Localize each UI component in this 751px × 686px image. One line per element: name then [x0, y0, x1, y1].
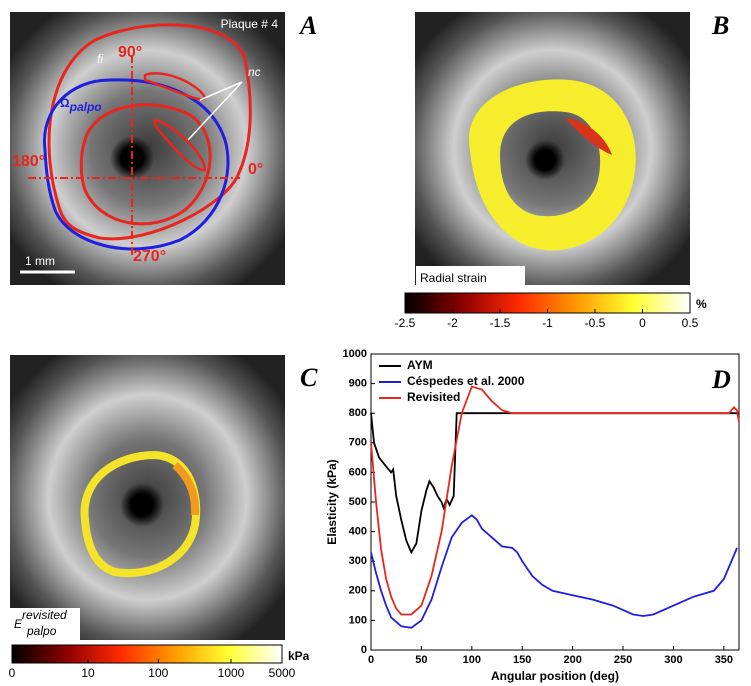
colorbar-tick-label: -2.5 — [395, 316, 416, 330]
y-tick-label: 1000 — [343, 348, 367, 360]
label-omega: Ωpalpo — [60, 96, 102, 114]
label-nc: nc — [248, 65, 261, 79]
panel-b-label: Radial strain — [420, 271, 487, 285]
colorbar-tick-label: -2 — [447, 316, 458, 330]
colorbar-tick-label: 5000 — [269, 666, 296, 680]
plaque-title: Plaque # 4 — [221, 17, 279, 31]
y-tick-label: 800 — [349, 407, 367, 419]
x-tick-label: 250 — [614, 654, 632, 666]
label-box — [416, 266, 525, 290]
y-tick-label: 100 — [349, 614, 367, 626]
colorbar-tick-label: 0 — [639, 316, 646, 330]
x-tick-label: 0 — [368, 654, 374, 666]
strain-hotspot — [565, 118, 612, 155]
y-tick-label: 400 — [349, 526, 367, 538]
label-fi: fi — [97, 52, 103, 66]
colorbar-tick-label: 100 — [148, 666, 168, 680]
colorbar — [11, 644, 283, 664]
legend-label: Céspedes et al. 2000 — [407, 374, 525, 388]
contour-lumen — [79, 103, 212, 226]
x-axis-label: Angular position (deg) — [491, 669, 619, 683]
series-line — [370, 514, 738, 629]
colorbar-unit: % — [696, 297, 707, 311]
arrow — [199, 81, 243, 101]
omega: Ω — [60, 96, 70, 110]
series-line — [370, 412, 739, 555]
y-tick-label: 300 — [349, 555, 367, 567]
y-tick-label: 200 — [349, 585, 367, 597]
label-box — [10, 608, 80, 640]
contour-fi — [47, 23, 252, 241]
angle-label: 0° — [248, 161, 263, 178]
x-tick-label: 350 — [715, 654, 733, 666]
angle-label: 180° — [12, 153, 45, 170]
panel-c-label: Erevisited palpo — [14, 608, 67, 638]
omega-sub: palpo — [69, 100, 102, 114]
e: E — [14, 617, 23, 631]
y-tick-label: 900 — [349, 378, 367, 390]
strain-map — [468, 79, 636, 251]
colorbar-tick-label: 0.5 — [682, 316, 699, 330]
y-tick-label: 600 — [349, 466, 367, 478]
e-sup: revisited — [22, 608, 67, 622]
colorbar-tick-label: -0.5 — [585, 316, 606, 330]
panel-c: Erevisited palpo C — [10, 355, 318, 640]
x-tick-label: 200 — [563, 654, 581, 666]
series-line — [370, 385, 740, 616]
x-tick-label: 150 — [513, 654, 531, 666]
elasticity-hotspot — [172, 461, 200, 516]
colorbar-tick-label: 10 — [81, 666, 95, 680]
elasticity-ring — [80, 450, 201, 578]
colorbar-tick-label: 1000 — [218, 666, 245, 680]
lumen — [120, 483, 164, 527]
panel-a: Plaque # 4 fi nc Ωpalpo 90° 180° 0° 270°… — [10, 11, 317, 285]
y-tick-label: 0 — [361, 644, 367, 656]
colorbar-tick-label: -1 — [542, 316, 553, 330]
e-sub: palpo — [26, 624, 57, 638]
panel-label: D — [711, 365, 731, 394]
y-tick-label: 500 — [349, 496, 367, 508]
colorbar-unit: kPa — [288, 649, 310, 663]
panel-label: C — [300, 363, 318, 392]
panel-label: A — [298, 11, 317, 40]
angle-label: 90° — [118, 44, 142, 61]
legend-label: Revisited — [407, 390, 460, 404]
colorbar-tick-label: 0 — [9, 666, 16, 680]
panel-label: B — [711, 11, 729, 40]
angle-label: 270° — [133, 248, 166, 265]
x-tick-label: 100 — [463, 654, 481, 666]
lumen — [525, 140, 565, 180]
colorbar-tick-label: -1.5 — [490, 316, 511, 330]
panel-b: Radial strain B — [415, 11, 729, 290]
x-tick-label: 50 — [415, 654, 427, 666]
x-tick-label: 300 — [664, 654, 682, 666]
y-axis-label: Elasticity (kPa) — [325, 459, 339, 544]
arrow — [187, 81, 243, 141]
y-tick-label: 700 — [349, 437, 367, 449]
legend-label: AYM — [407, 358, 433, 372]
scale-bar-label: 1 mm — [25, 254, 55, 268]
